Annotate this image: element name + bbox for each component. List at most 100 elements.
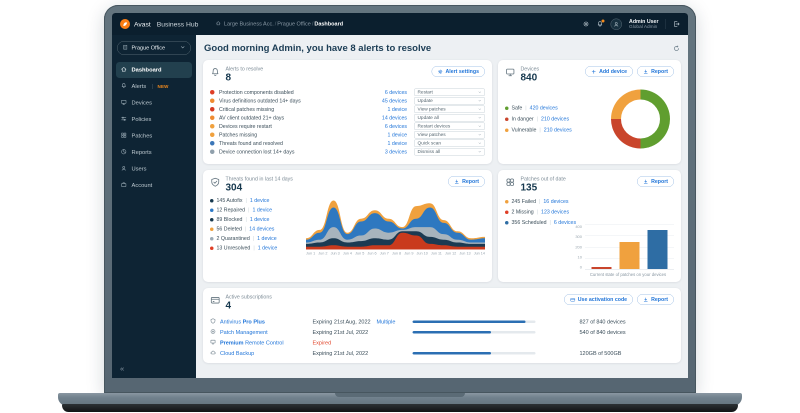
subscription-usage-bar <box>412 352 536 355</box>
legend-devices-link[interactable]: 16 devices <box>543 198 569 205</box>
breadcrumb[interactable]: Large Business Acc./Prague Office/Dashbo… <box>215 21 343 28</box>
use-activation-code-button[interactable]: Use activation code <box>563 294 634 305</box>
subscriptions-count: 4 <box>225 300 232 311</box>
subscription-multiple-link[interactable]: Multiple <box>376 318 396 325</box>
sidebar-item-devices[interactable]: Devices <box>116 95 192 111</box>
patches-report-button[interactable]: Report <box>637 176 674 187</box>
patches-bar-chart: 400 300 200 10 0 Current state of patches on… <box>571 224 674 277</box>
sidebar-item-dashboard[interactable]: Dashboard <box>116 62 192 78</box>
alert-label: Patches missing <box>219 131 258 138</box>
alert-action-dropdown[interactable]: Restart <box>414 88 485 96</box>
alerts-card-title: Alerts to resolve <box>225 66 264 72</box>
area-chart-canvas <box>306 200 485 250</box>
sidebar-item-patches[interactable]: Patches <box>116 128 192 144</box>
x-axis-label: Jun 5 <box>355 251 365 256</box>
logout-icon[interactable] <box>673 21 680 28</box>
legend-devices-link[interactable]: 123 devices <box>541 209 570 215</box>
alert-action-dropdown[interactable]: View patches <box>414 105 485 113</box>
legend-devices-link[interactable]: 6 devices <box>553 219 577 226</box>
x-axis-label: Jun 12 <box>444 251 457 256</box>
legend-devices-link[interactable]: 420 devices <box>529 105 558 111</box>
sidebar-item-alerts[interactable]: Alerts | NEW <box>116 79 192 95</box>
devices-card: Devices 840 Add device <box>498 60 681 164</box>
legend-devices-link[interactable]: 1 device <box>249 197 270 204</box>
collapse-sidebar-icon[interactable]: « <box>120 364 125 374</box>
legend-devices-link[interactable]: 1 device <box>252 207 273 213</box>
legend-devices-link[interactable]: 210 devices <box>543 127 572 133</box>
subscription-name-link[interactable]: Cloud Backup <box>210 350 313 358</box>
cloud-icon <box>210 350 216 358</box>
top-bar-divider <box>665 19 666 29</box>
refresh-icon[interactable] <box>673 45 680 52</box>
legend-dot <box>505 210 509 214</box>
monitor-icon <box>121 99 128 107</box>
alert-devices-link[interactable]: 1 device <box>387 140 407 147</box>
app-window: Avast Business Hub Large Business Acc./P… <box>112 13 688 378</box>
subscription-usage-bar <box>412 320 536 323</box>
breadcrumb-item[interactable]: Large Business Acc. <box>223 21 274 27</box>
subscription-name-link[interactable]: Antivirus Pro Plus <box>210 318 313 326</box>
alert-devices-link[interactable]: 3 devices <box>384 148 407 155</box>
sidebar-item-account[interactable]: Account <box>116 178 192 194</box>
home-icon <box>121 66 128 74</box>
breadcrumb-item[interactable]: Prague Office <box>277 21 311 27</box>
alert-devices-link[interactable]: 6 devices <box>384 123 407 130</box>
alert-devices-link[interactable]: 6 devices <box>384 89 407 96</box>
alert-devices-link[interactable]: 14 devices <box>381 114 407 121</box>
alert-devices-link[interactable]: 45 devices <box>381 97 407 104</box>
legend-item: 2 Missing | 123 devices <box>505 209 674 215</box>
building-icon <box>123 45 129 52</box>
sidebar-item-policies[interactable]: Policies <box>116 112 192 128</box>
avatar[interactable] <box>610 18 623 30</box>
legend-devices-link[interactable]: 1 device <box>249 216 270 223</box>
add-device-button[interactable]: Add device <box>585 66 634 77</box>
alert-action-dropdown[interactable]: Restart devices <box>414 122 485 130</box>
alert-severity-icon <box>210 90 215 95</box>
user-block[interactable]: Admin User Global Admin <box>629 18 658 29</box>
alert-devices-link[interactable]: 1 device <box>387 131 407 138</box>
threats-report-button[interactable]: Report <box>448 176 485 187</box>
sidebar-item-users[interactable]: Users <box>116 161 192 177</box>
user-name: Admin User <box>629 18 659 25</box>
notifications-bell-icon[interactable] <box>597 19 605 28</box>
subscription-row: Premium Remote Control Expired <box>210 338 674 349</box>
legend-dot <box>210 246 214 250</box>
alert-action-dropdown[interactable]: Dismiss all <box>414 148 485 156</box>
alert-action-dropdown[interactable]: Quick scan <box>414 139 485 147</box>
patches-count: 135 <box>520 182 538 193</box>
alert-severity-icon <box>210 141 215 146</box>
org-selector[interactable]: Prague Office <box>117 41 191 55</box>
legend-devices-link[interactable]: 210 devices <box>541 116 570 122</box>
legend-devices-link[interactable]: 1 device <box>257 245 278 251</box>
alert-settings-button[interactable]: Alert settings <box>431 66 485 77</box>
subscription-usage-text: 120GB of 500GB <box>579 350 622 357</box>
avast-logo-icon <box>120 19 130 29</box>
legend-devices-link[interactable]: 14 devices <box>249 226 275 232</box>
subscription-row: Antivirus Pro Plus Expiring 21st Aug, 20… <box>210 317 674 328</box>
legend-dot <box>210 227 214 231</box>
legend-devices-link[interactable]: 1 device <box>257 235 277 242</box>
breadcrumb-item[interactable]: Dashboard <box>314 21 344 27</box>
legend-item: Safe | 420 devices <box>505 105 572 111</box>
devices-card-title: Devices <box>520 66 540 72</box>
laptop-screen: Avast Business Hub Large Business Acc./P… <box>112 13 688 378</box>
legend-dot <box>505 128 509 132</box>
subscription-name-link[interactable]: Premium Remote Control <box>210 339 313 347</box>
alert-action-dropdown[interactable]: Update <box>414 97 485 105</box>
alert-devices-link[interactable]: 1 device <box>387 106 407 113</box>
settings-gear-icon[interactable] <box>583 21 590 28</box>
x-axis-label: Jun 7 <box>379 251 389 256</box>
briefcase-icon <box>121 182 128 190</box>
alert-action-dropdown[interactable]: View patches <box>414 131 485 139</box>
subscriptions-report-button[interactable]: Report <box>637 294 674 305</box>
devices-report-button[interactable]: Report <box>637 66 674 77</box>
legend-dot <box>505 106 509 110</box>
threats-area-chart: Jun 1 Jun 2 Jun 3 Jun 4 Jun 5 Jun 6 Jun 7 Jun 8… <box>303 198 485 256</box>
alert-action-dropdown[interactable]: Update all <box>414 114 485 122</box>
x-axis-label: Jun 10 <box>416 251 428 256</box>
y-axis-label: 300 <box>575 234 582 240</box>
subscription-name-link[interactable]: Patch Management <box>210 329 313 337</box>
monitor-icon <box>505 67 516 78</box>
sidebar-item-reports[interactable]: Reports <box>116 145 192 161</box>
legend-item: In danger | 210 devices <box>505 116 572 122</box>
